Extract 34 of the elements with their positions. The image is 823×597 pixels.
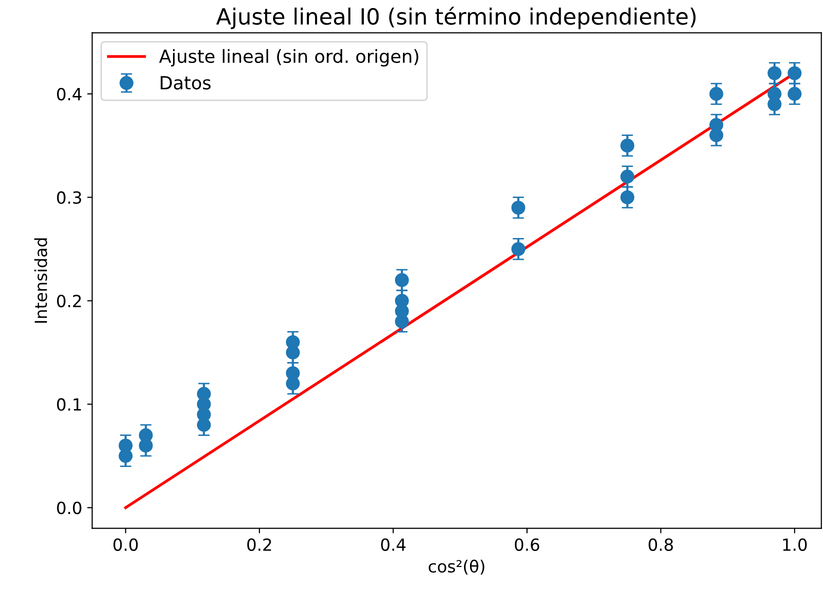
point	[709, 86, 724, 101]
x-tick-label: 0.0	[113, 538, 138, 551]
y-tick-label: 0.2	[57, 294, 81, 308]
y-tick-label: 0.3	[57, 191, 82, 204]
x-tick-label: 0.4	[381, 538, 406, 551]
legend-label: Ajuste lineal (sin ord. origen)	[159, 49, 418, 67]
point	[620, 138, 634, 153]
point	[768, 97, 782, 112]
point	[394, 314, 409, 328]
point	[620, 170, 634, 184]
point	[511, 242, 526, 256]
x-tick-label: 0.6	[514, 538, 540, 551]
y-tick-label: 0.0	[57, 502, 82, 514]
point	[138, 438, 153, 453]
y-axis-title: Intensidad	[34, 238, 48, 323]
chart-title: Ajuste lineal I0 (sin término independiente)	[216, 6, 696, 30]
point	[118, 448, 133, 463]
point	[286, 346, 300, 360]
y-tick-label: 0.4	[57, 88, 82, 100]
point	[286, 376, 300, 390]
point	[196, 418, 211, 432]
x-tick-label: 0.2	[247, 538, 272, 551]
point	[511, 200, 526, 215]
point	[709, 128, 724, 142]
point	[788, 86, 802, 101]
y-tick-label: 0.1	[57, 398, 81, 411]
x-tick-label: 1.0	[783, 538, 807, 551]
legend-label: Datos	[160, 76, 211, 90]
point	[394, 273, 409, 288]
x-axis-title: cos²(θ)	[428, 560, 484, 575]
point	[788, 66, 802, 80]
x-tick-label: 0.8	[648, 538, 673, 551]
point	[620, 190, 634, 204]
point	[768, 66, 782, 80]
